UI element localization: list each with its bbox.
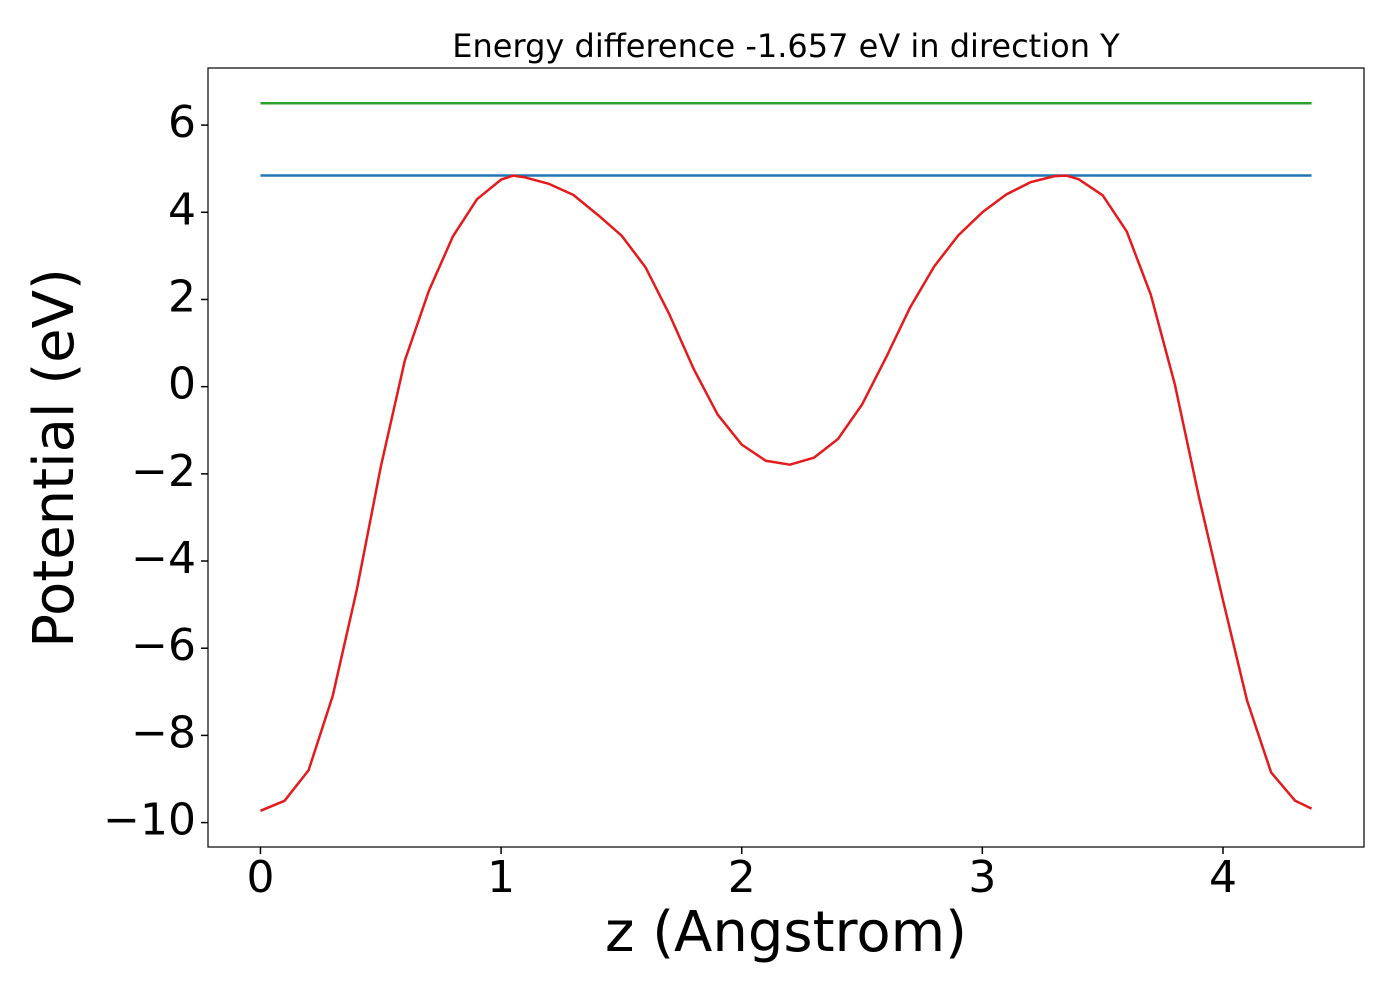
y-tick-label: −4 (131, 533, 196, 584)
x-axis-label: z (Angstrom) (605, 900, 967, 965)
x-tick-label: 1 (487, 852, 515, 903)
y-tick-label: −8 (131, 707, 196, 758)
x-tick-label: 0 (246, 852, 274, 903)
y-tick-label: −2 (131, 446, 196, 497)
line-series (259, 174, 1313, 812)
y-tick-label: −6 (131, 620, 196, 671)
chart-title: Energy difference -1.657 eV in direction… (452, 27, 1120, 65)
y-tick-label: 2 (168, 271, 196, 322)
y-axis-label: Potential (eV) (22, 268, 87, 648)
x-tick-label: 3 (968, 852, 996, 903)
x-tick-label: 2 (728, 852, 756, 903)
y-tick-label: 6 (168, 97, 196, 148)
x-tick-label: 4 (1209, 852, 1237, 903)
y-tick-label: −10 (103, 795, 196, 846)
plot-frame (207, 67, 1365, 848)
y-tick-label: 0 (168, 359, 196, 410)
y-tick-label: 4 (168, 184, 196, 235)
